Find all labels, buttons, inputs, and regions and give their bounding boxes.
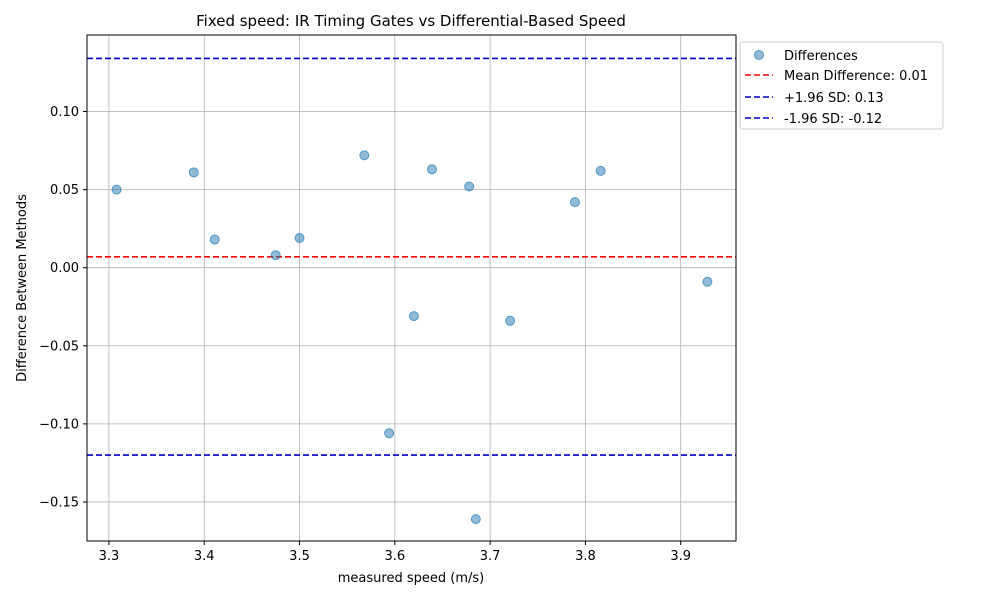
x-tick-label: 3.7 bbox=[480, 549, 501, 564]
plot-frame bbox=[86, 34, 737, 542]
y-tick-label: −0.05 bbox=[39, 339, 79, 354]
y-tick-label: −0.15 bbox=[39, 495, 79, 510]
x-tick-label: 3.8 bbox=[575, 549, 596, 564]
legend-label-upper: +1.96 SD: 0.13 bbox=[784, 91, 884, 106]
x-tick-label: 3.4 bbox=[194, 549, 215, 564]
chart-title: Fixed speed: IR Timing Gates vs Differen… bbox=[196, 12, 626, 30]
data-point bbox=[209, 234, 220, 245]
legend-label-differences: Differences bbox=[784, 49, 858, 64]
data-point bbox=[702, 276, 713, 287]
y-tick-label: −0.10 bbox=[39, 417, 79, 432]
data-point bbox=[188, 167, 199, 178]
data-point bbox=[426, 164, 437, 175]
x-axis-label: measured speed (m/s) bbox=[338, 571, 484, 586]
x-tick-label: 3.3 bbox=[99, 549, 120, 564]
y-tick-label: 0.05 bbox=[50, 183, 79, 198]
data-point bbox=[470, 514, 481, 525]
legend-box bbox=[739, 41, 944, 130]
y-tick-label: 0.10 bbox=[50, 105, 79, 120]
legend-label-mean: Mean Difference: 0.01 bbox=[784, 69, 928, 84]
legend-label-lower: -1.96 SD: -0.12 bbox=[784, 112, 882, 127]
data-point bbox=[294, 233, 305, 244]
x-tick-label: 3.6 bbox=[384, 549, 405, 564]
x-axis-ticks: 3.3 3.4 3.5 3.6 3.7 3.8 3.9 bbox=[99, 541, 691, 564]
x-tick-label: 3.9 bbox=[670, 549, 691, 564]
y-axis-label: Difference Between Methods bbox=[15, 194, 30, 382]
data-point bbox=[464, 181, 475, 192]
data-point bbox=[270, 250, 281, 261]
reference-lines bbox=[87, 57, 736, 456]
data-point bbox=[595, 165, 606, 176]
y-axis-ticks: −0.15 −0.10 −0.05 0.00 0.05 0.10 bbox=[39, 105, 87, 510]
x-tick-label: 3.5 bbox=[289, 549, 310, 564]
data-point bbox=[569, 197, 580, 208]
data-points bbox=[111, 150, 713, 525]
data-point bbox=[359, 150, 370, 161]
data-point bbox=[384, 428, 395, 439]
legend-marker-differences bbox=[754, 50, 764, 60]
grid bbox=[87, 35, 736, 541]
data-point bbox=[408, 311, 419, 322]
data-point bbox=[111, 184, 122, 195]
data-point bbox=[505, 315, 516, 326]
y-tick-label: 0.00 bbox=[50, 261, 79, 276]
legend: Differences Mean Difference: 0.01 +1.96 … bbox=[739, 41, 944, 130]
